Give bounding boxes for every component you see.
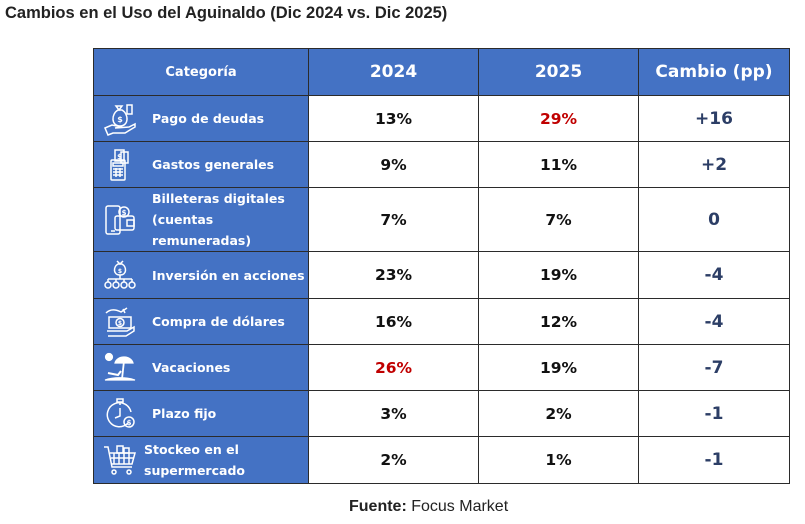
- change-value: -7: [639, 345, 790, 391]
- category-label: Pago de deudas: [140, 108, 264, 129]
- category-label: Gastos generales: [140, 154, 274, 175]
- category-label: Vacaciones: [140, 357, 230, 378]
- table-row: $ Inversión en acciones 23% 19% -4: [94, 252, 790, 299]
- table-row: Stockeo en el supermercado 2% 1% -1: [94, 437, 790, 484]
- value-2025: 19%: [479, 252, 639, 299]
- category-label-line1: Plazo fijo: [152, 406, 216, 421]
- header-cambio: Cambio (pp): [639, 49, 790, 96]
- category-label-line1: Billeteras digitales: [152, 191, 285, 206]
- category-cell: $ Pago de deudas: [94, 96, 309, 142]
- value-2024: 9%: [309, 142, 479, 188]
- category-cell: $ Compra de dólares: [94, 299, 309, 345]
- svg-text:$: $: [127, 419, 132, 427]
- beach-umbrella-icon: [100, 349, 140, 387]
- value-2024: 16%: [309, 299, 479, 345]
- category-label: Compra de dólares: [140, 311, 285, 332]
- change-value: +16: [639, 96, 790, 142]
- change-value: -1: [639, 391, 790, 437]
- stopwatch-dollar-icon: $: [100, 395, 140, 433]
- value-2025: 12%: [479, 299, 639, 345]
- svg-text:$: $: [118, 320, 122, 327]
- category-label-line2: supermercado: [144, 463, 245, 478]
- table-row: $ Gastos generales 9% 11% +2: [94, 142, 790, 188]
- value-2025: 7%: [479, 188, 639, 252]
- source-value: Focus Market: [411, 498, 508, 515]
- category-label-line1: Vacaciones: [152, 360, 230, 375]
- header-2025: 2025: [479, 49, 639, 96]
- change-value: -1: [639, 437, 790, 484]
- change-value: -4: [639, 252, 790, 299]
- table-row: $ Compra de dólares 16% 12% -4: [94, 299, 790, 345]
- svg-text:$: $: [122, 209, 127, 217]
- category-label-line1: Stockeo en el: [144, 442, 239, 457]
- category-label: Stockeo en el supermercado: [140, 439, 245, 481]
- value-2025: 2%: [479, 391, 639, 437]
- value-2025: 19%: [479, 345, 639, 391]
- value-2024: 13%: [309, 96, 479, 142]
- change-value: 0: [639, 188, 790, 252]
- value-2024: 26%: [309, 345, 479, 391]
- payment-terminal-icon: $: [100, 146, 140, 184]
- value-2025: 29%: [479, 96, 639, 142]
- shopping-cart-icon: [100, 441, 140, 479]
- header-categoria: Categoría: [94, 49, 309, 96]
- source-label: Fuente:: [349, 498, 407, 515]
- value-2024: 2%: [309, 437, 479, 484]
- value-2024: 23%: [309, 252, 479, 299]
- category-label: Plazo fijo: [140, 403, 216, 424]
- investment-network-icon: $: [100, 256, 140, 294]
- category-cell: Stockeo en el supermercado: [94, 437, 309, 484]
- svg-text:$: $: [118, 268, 122, 275]
- table-header-row: Categoría 2024 2025 Cambio (pp): [94, 49, 790, 96]
- table-row: $ Billeteras digitales (cuentas remunerad…: [94, 188, 790, 252]
- phone-wallet-icon: $: [100, 201, 140, 239]
- money-bag-hand-icon: $: [100, 100, 140, 138]
- category-cell: Vacaciones: [94, 345, 309, 391]
- source-note: Fuente: Focus Market: [349, 498, 508, 516]
- category-cell: $ Plazo fijo: [94, 391, 309, 437]
- aguinaldo-table: Categoría 2024 2025 Cambio (pp) $ Pago d…: [93, 48, 790, 484]
- table-row: $ Pago de deudas 13% 29% +16: [94, 96, 790, 142]
- svg-text:$: $: [117, 115, 123, 124]
- category-label: Billeteras digitales (cuentas remuneradas…: [140, 188, 308, 251]
- category-cell: $ Gastos generales: [94, 142, 309, 188]
- header-2024: 2024: [309, 49, 479, 96]
- table-row: $ Plazo fijo 3% 2% -1: [94, 391, 790, 437]
- category-label-line1: Pago de deudas: [152, 111, 264, 126]
- value-2024: 3%: [309, 391, 479, 437]
- table-row: Vacaciones 26% 19% -7: [94, 345, 790, 391]
- category-label-line2: (cuentas remuneradas): [152, 212, 251, 248]
- category-cell: $ Inversión en acciones: [94, 252, 309, 299]
- value-2025: 11%: [479, 142, 639, 188]
- page-title: Cambios en el Uso del Aguinaldo (Dic 202…: [5, 4, 447, 23]
- category-cell: $ Billeteras digitales (cuentas remunerad…: [94, 188, 309, 252]
- cash-hand-icon: $: [100, 303, 140, 341]
- category-label-line1: Gastos generales: [152, 157, 274, 172]
- category-label: Inversión en acciones: [140, 265, 305, 286]
- change-value: -4: [639, 299, 790, 345]
- category-label-line1: Compra de dólares: [152, 314, 285, 329]
- value-2025: 1%: [479, 437, 639, 484]
- change-value: +2: [639, 142, 790, 188]
- value-2024: 7%: [309, 188, 479, 252]
- category-label-line1: Inversión en acciones: [152, 268, 305, 283]
